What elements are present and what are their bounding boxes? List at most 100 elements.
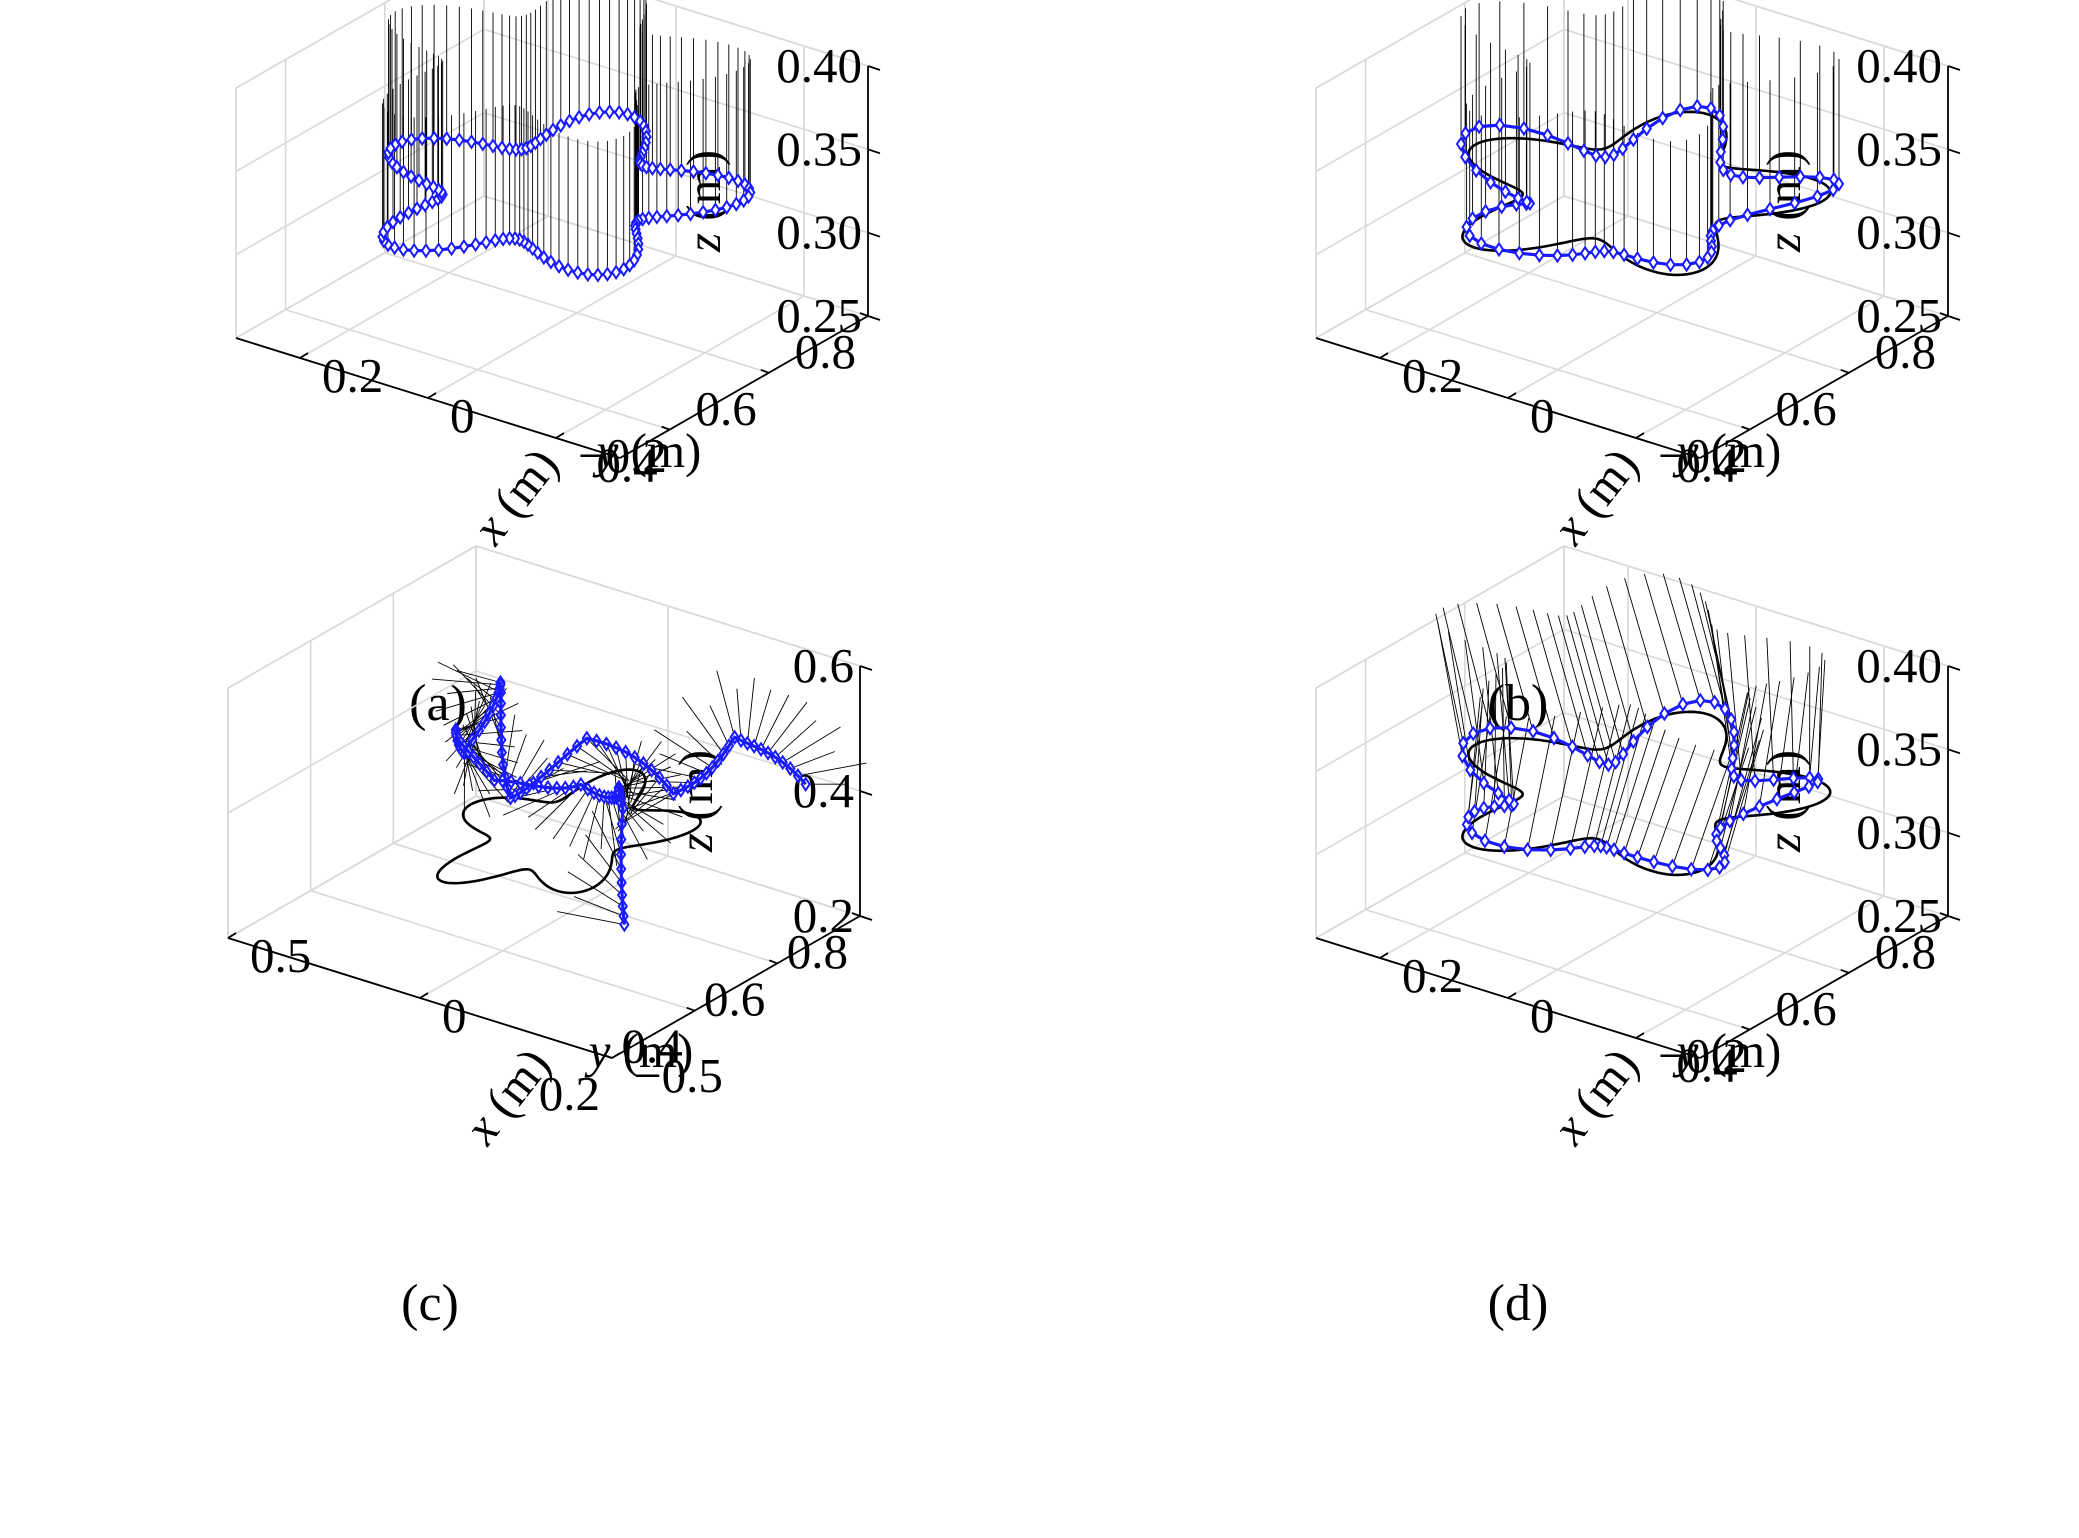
diamond-marker bbox=[1499, 838, 1510, 855]
y-tick bbox=[859, 312, 869, 317]
y-tick-label: 0.6 bbox=[696, 381, 757, 436]
z-tick bbox=[1947, 915, 1961, 921]
diamond-marker bbox=[710, 202, 721, 218]
diamond-marker bbox=[1812, 188, 1823, 205]
orientation-stem bbox=[630, 763, 644, 803]
x-tick bbox=[1379, 352, 1389, 359]
x-tick-label: −0.2 bbox=[1658, 428, 1747, 483]
diamond-marker bbox=[408, 242, 420, 259]
orientation-stem bbox=[619, 790, 677, 801]
orientation-stem bbox=[1593, 704, 1631, 846]
diamond-marker bbox=[1589, 837, 1600, 854]
orientation-stem bbox=[1584, 704, 1620, 847]
diamond-marker bbox=[411, 200, 423, 217]
x-tick-label: 0 bbox=[442, 988, 467, 1043]
diamond-marker bbox=[1493, 785, 1504, 802]
diamond-marker bbox=[564, 113, 575, 129]
x-tick-label: 0.2 bbox=[1402, 948, 1463, 1003]
y-tick-label: 0.8 bbox=[795, 324, 856, 379]
diamond-marker bbox=[1659, 705, 1670, 722]
x-tick bbox=[427, 392, 437, 399]
z-tick-label: 0.40 bbox=[1856, 38, 1942, 93]
orientation-stem bbox=[1442, 607, 1474, 734]
orientation-stem bbox=[1690, 750, 1734, 870]
panel-b: −0.2 0 0.2 0.4 0.6 0.80.25 0.30 0.35 0.40 x (m) y … bbox=[1315, 0, 1961, 732]
orientation-stem bbox=[1662, 573, 1701, 701]
diamond-marker bbox=[555, 117, 567, 134]
diamond-marker bbox=[1457, 748, 1468, 764]
orientation-stem bbox=[1624, 578, 1665, 714]
x-tick-label: 0 bbox=[1530, 988, 1555, 1043]
orientation-stem bbox=[1557, 615, 1600, 763]
grid-line bbox=[227, 670, 477, 814]
grid-line bbox=[227, 795, 477, 939]
diamond-marker bbox=[1459, 149, 1471, 165]
diamond-marker bbox=[1548, 730, 1560, 746]
diamond-marker bbox=[1503, 792, 1515, 809]
x-tick bbox=[1379, 952, 1389, 959]
diamond-marker bbox=[1460, 125, 1471, 142]
grid-line bbox=[1507, 255, 1757, 399]
diamond-marker bbox=[1803, 778, 1815, 795]
x-tick-label: 0.2 bbox=[322, 348, 383, 403]
orientation-stem bbox=[746, 677, 755, 744]
x-tick bbox=[419, 992, 429, 999]
diamond-marker bbox=[685, 206, 696, 222]
diamond-marker bbox=[1608, 841, 1620, 858]
diamond-marker bbox=[1738, 806, 1749, 822]
diamond-marker bbox=[1617, 746, 1629, 762]
diamond-marker bbox=[405, 168, 417, 185]
diamond-marker bbox=[496, 139, 508, 156]
orientation-stem bbox=[1606, 586, 1648, 728]
panel-d: −0.2 0 0.2 0.4 0.6 0.80.25 0.30 0.35 0.40 x (m) y … bbox=[1315, 545, 1961, 1332]
x-tick-label: 0.5 bbox=[250, 928, 311, 983]
diamond-marker bbox=[573, 109, 585, 126]
diamond-marker bbox=[385, 140, 396, 157]
diamond-marker bbox=[1578, 142, 1590, 159]
diamond-marker bbox=[1695, 692, 1706, 709]
reference-path bbox=[435, 768, 703, 895]
diamond-marker bbox=[504, 230, 515, 247]
orientation-stem bbox=[1550, 711, 1581, 851]
diamond-marker bbox=[403, 204, 414, 221]
diamond-marker bbox=[1467, 725, 1479, 742]
diamond-marker bbox=[562, 261, 574, 278]
diamond-marker bbox=[406, 131, 417, 148]
z-axis-label: z (m) bbox=[1756, 750, 1811, 853]
orientation-stem bbox=[437, 661, 501, 693]
diamond-marker bbox=[1737, 169, 1749, 186]
orientation-stem bbox=[1447, 631, 1471, 771]
diamond-marker bbox=[394, 209, 406, 226]
orientation-stem bbox=[619, 741, 662, 798]
diamond-marker bbox=[1567, 246, 1578, 263]
orientation-stem bbox=[573, 896, 624, 917]
grid-line bbox=[1315, 112, 1565, 256]
orientation-stem bbox=[619, 798, 664, 825]
orientation-stem bbox=[473, 685, 502, 728]
x-tick-label: −0.2 bbox=[578, 428, 667, 483]
orientation-stem bbox=[767, 701, 808, 754]
z-tick-label: 0.40 bbox=[776, 38, 862, 93]
x-tick bbox=[555, 432, 565, 439]
orientation-stem bbox=[619, 786, 682, 789]
orientation-stem bbox=[510, 739, 545, 799]
z-tick bbox=[1947, 748, 1961, 755]
z-tick-label: 0.25 bbox=[776, 288, 862, 343]
z-tick-label: 0.6 bbox=[793, 638, 854, 693]
y-tick bbox=[686, 1006, 696, 1012]
orientation-stem bbox=[600, 796, 605, 850]
orientation-stem bbox=[774, 720, 817, 758]
y-tick bbox=[1840, 968, 1850, 974]
diamond-marker bbox=[1469, 803, 1480, 820]
diamond-marker bbox=[1665, 256, 1676, 273]
y-tick bbox=[1840, 368, 1850, 374]
diamond-marker bbox=[647, 160, 658, 177]
y-axis-label: y (m) bbox=[1672, 423, 1782, 478]
diamond-marker bbox=[1467, 210, 1478, 227]
diamond-marker bbox=[641, 159, 652, 175]
z-tick bbox=[867, 231, 881, 238]
diamond-marker bbox=[398, 241, 409, 258]
diamond-marker bbox=[1478, 775, 1490, 791]
orientation-stem bbox=[1729, 685, 1757, 822]
